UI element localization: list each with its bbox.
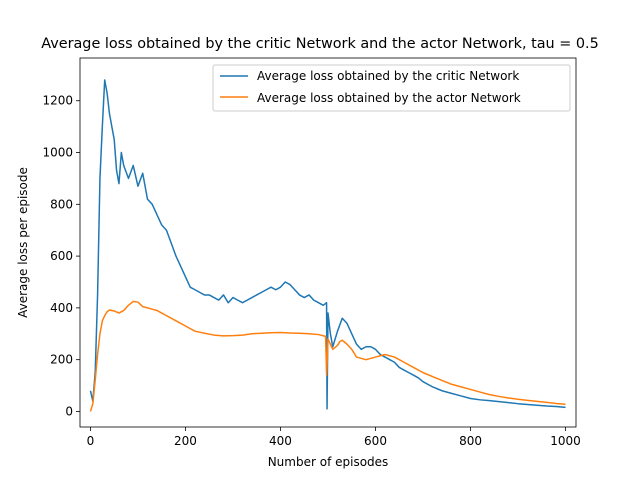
- x-axis: 0 200 400 600 800 1000: [87, 427, 581, 448]
- y-tick-label: 0: [65, 404, 73, 418]
- x-tick-label: 0: [87, 434, 95, 448]
- legend-label-actor: Average loss obtained by the actor Netwo…: [257, 91, 521, 105]
- plot-frame: [79, 57, 577, 428]
- x-tick-label: 1000: [550, 434, 581, 448]
- chart-title: Average loss obtained by the critic Netw…: [41, 36, 599, 52]
- y-axis: 0 200 400 600 800 1000 1200: [42, 94, 80, 418]
- y-tick-label: 800: [50, 197, 73, 211]
- legend: Average loss obtained by the critic Netw…: [212, 64, 571, 112]
- y-tick-label: 1200: [42, 94, 73, 108]
- x-tick-label: 200: [174, 434, 197, 448]
- series-layer: [89, 79, 566, 412]
- x-axis-label: Number of episodes: [268, 455, 389, 469]
- legend-box: [212, 64, 571, 112]
- x-tick-label: 400: [269, 434, 292, 448]
- y-tick-label: 400: [50, 301, 73, 315]
- series-line-actor: [89, 300, 566, 412]
- x-tick-label: 800: [459, 434, 482, 448]
- y-tick-label: 600: [50, 249, 73, 263]
- legend-label-critic: Average loss obtained by the critic Netw…: [257, 69, 519, 83]
- y-tick-label: 1000: [42, 146, 73, 160]
- y-tick-label: 200: [50, 353, 73, 367]
- x-tick-label: 600: [364, 434, 387, 448]
- series-line-critic: [89, 79, 566, 410]
- y-axis-label: Average loss per episode: [16, 167, 30, 318]
